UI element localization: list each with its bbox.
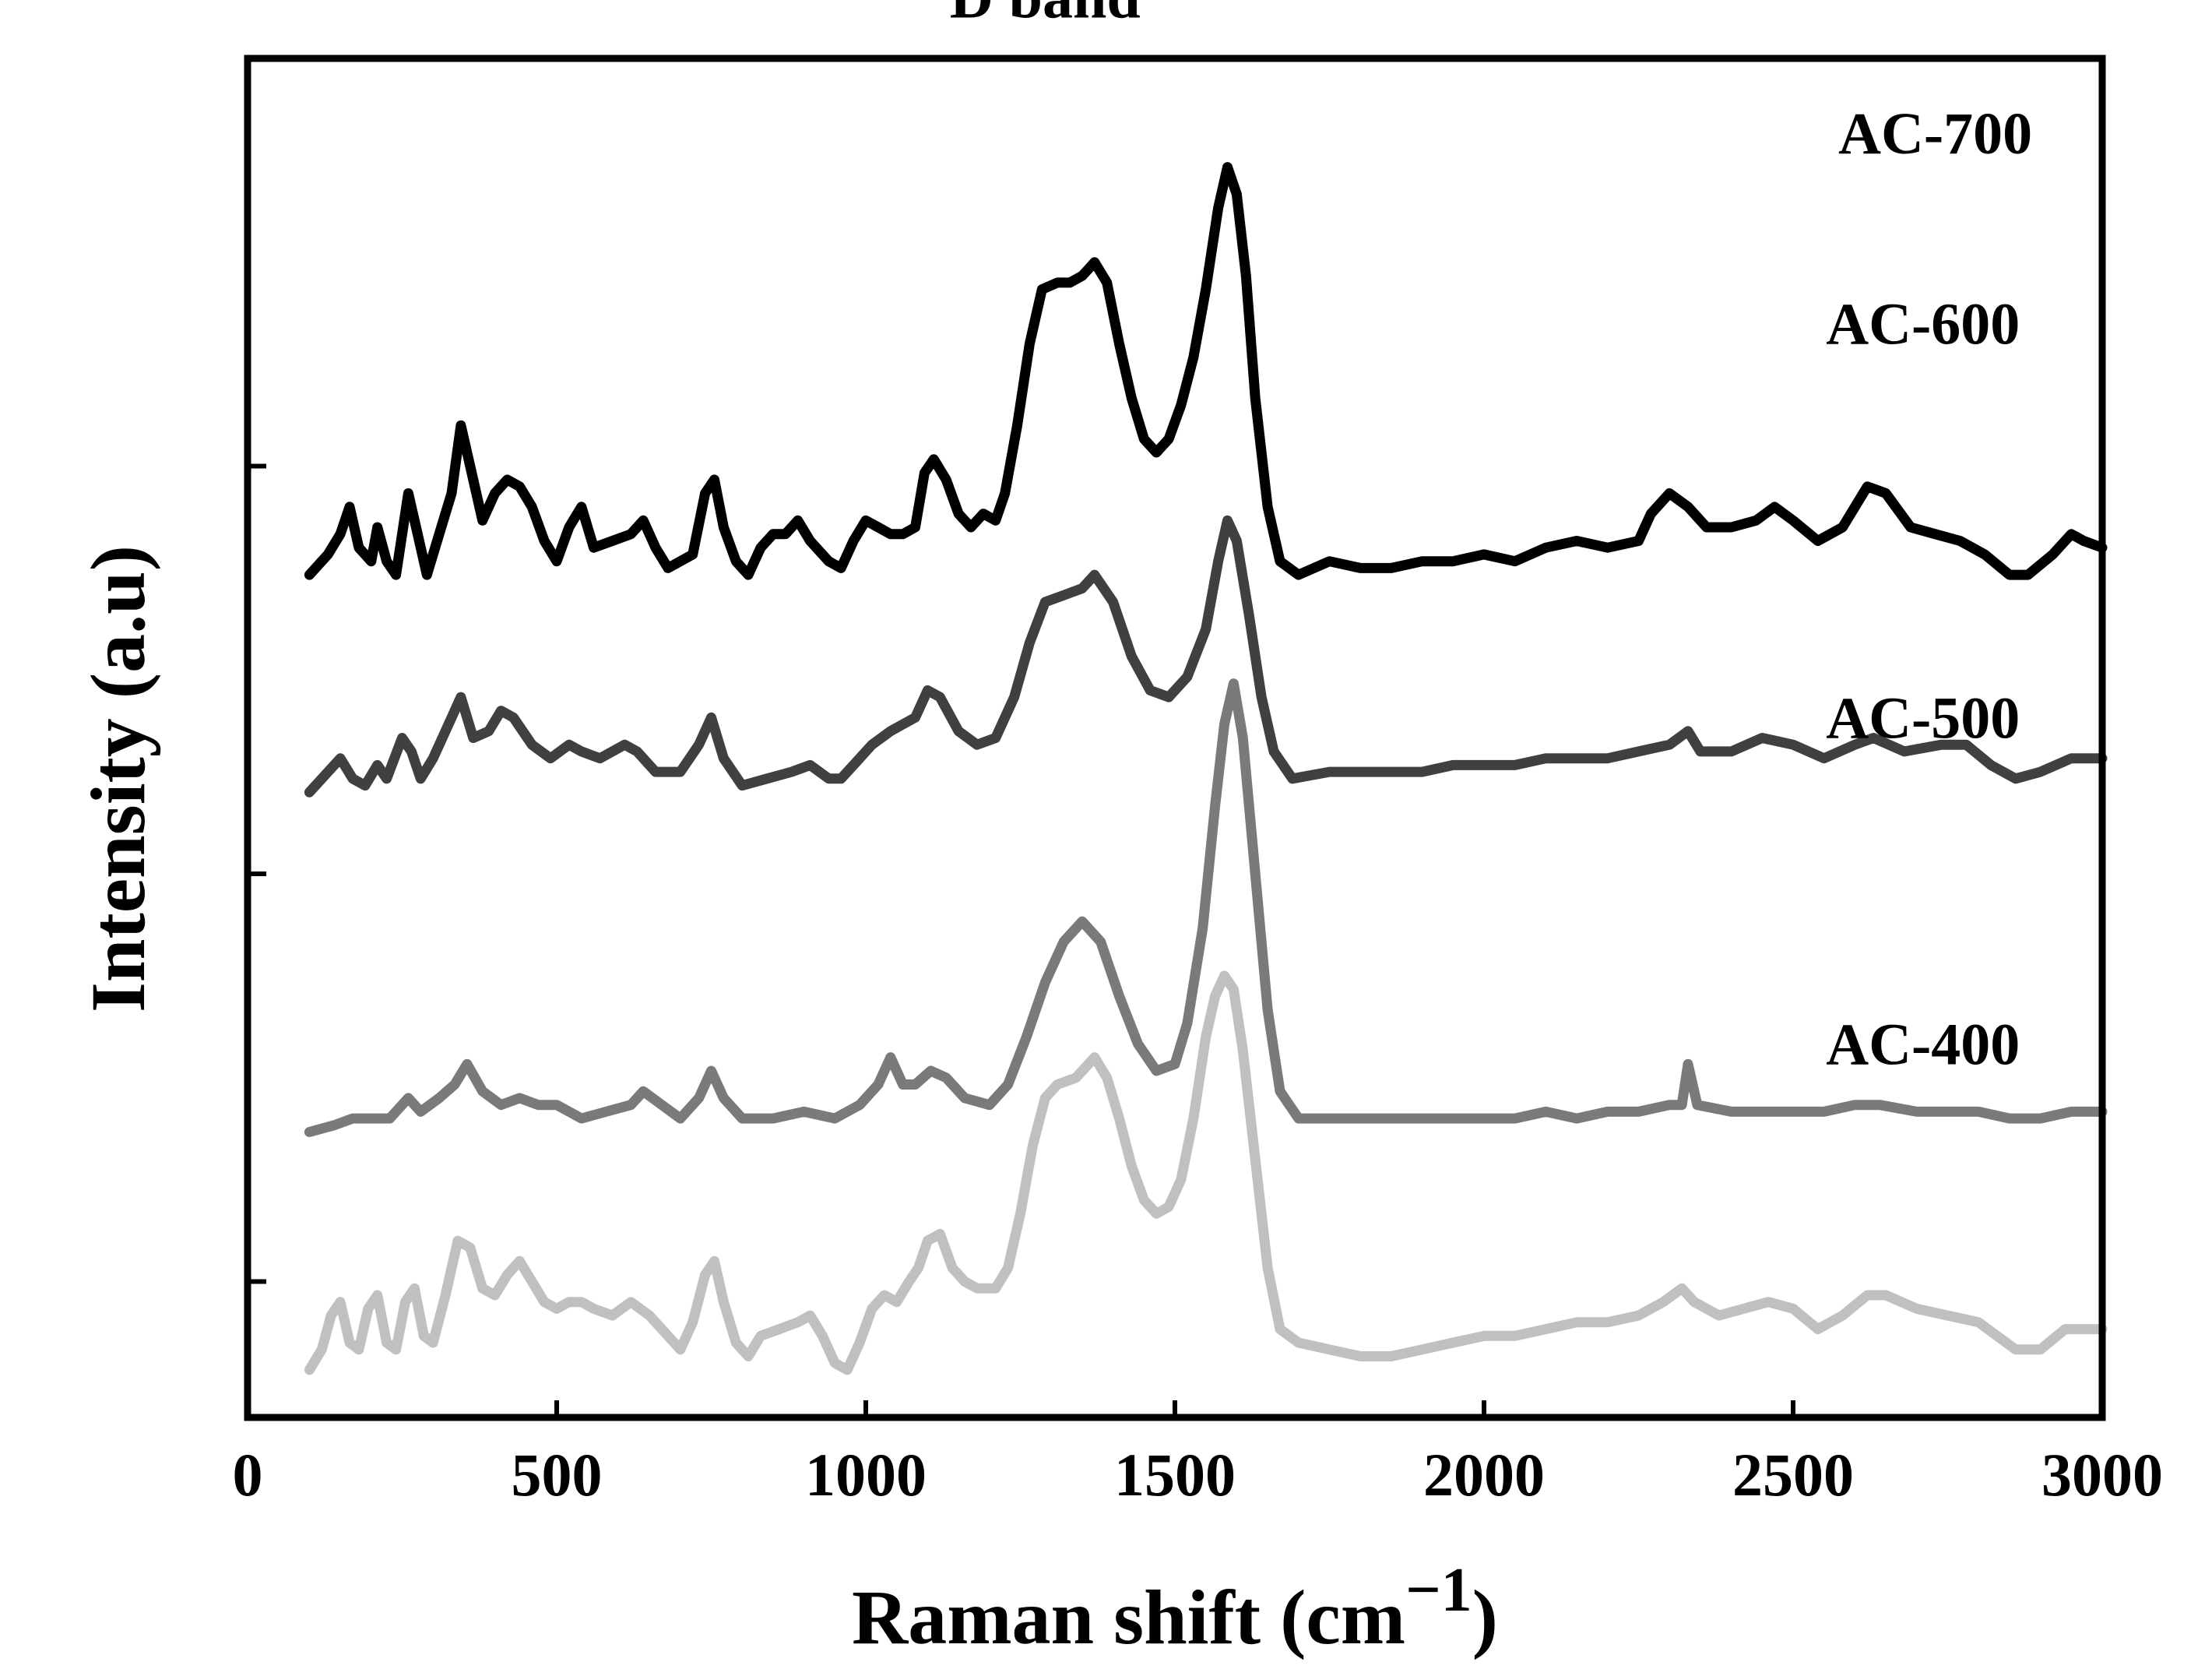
series-labels: AC-700 AC-600 AC-500 AC-400	[1826, 101, 2032, 1077]
x-tick-label-0: 0	[233, 1441, 263, 1509]
x-tick-label-3000: 3000	[2041, 1441, 2163, 1509]
series-line-ac-500	[304, 678, 2108, 1137]
y-axis	[248, 56, 266, 1284]
x-tick-label-1000: 1000	[805, 1441, 927, 1509]
y-axis-title: Intensity (a.u)	[75, 545, 161, 1012]
x-tick-label-2500: 2500	[1732, 1441, 1854, 1509]
series-label-ac-500: AC-500	[1826, 686, 2020, 752]
series-label-ac-700: AC-700	[1838, 101, 2032, 167]
x-tick-label-2000: 2000	[1423, 1441, 1545, 1509]
x-axis-title-sup: −1	[1405, 1556, 1472, 1625]
x-axis-title: Raman shift (cm−1)	[852, 1556, 1498, 1660]
x-axis-title-close: )	[1472, 1574, 1498, 1660]
x-axis: 0 500 1000 1500 2000 2500 3000	[233, 1400, 2163, 1509]
series-line-ac-400	[304, 970, 2108, 1375]
x-axis-title-main: Raman shift (cm	[852, 1574, 1405, 1660]
x-tick-label-500: 500	[512, 1441, 603, 1509]
series-layer	[304, 162, 2108, 1375]
annotation-d-band: D band	[950, 0, 1141, 31]
x-tick-label-1500: 1500	[1114, 1441, 1236, 1509]
series-label-ac-400: AC-400	[1826, 1012, 2020, 1077]
series-line-ac-600	[304, 515, 2108, 798]
annotations: D bandG band	[950, 0, 1141, 31]
series-line-ac-700	[304, 162, 2108, 580]
series-label-ac-600: AC-600	[1826, 291, 2020, 357]
